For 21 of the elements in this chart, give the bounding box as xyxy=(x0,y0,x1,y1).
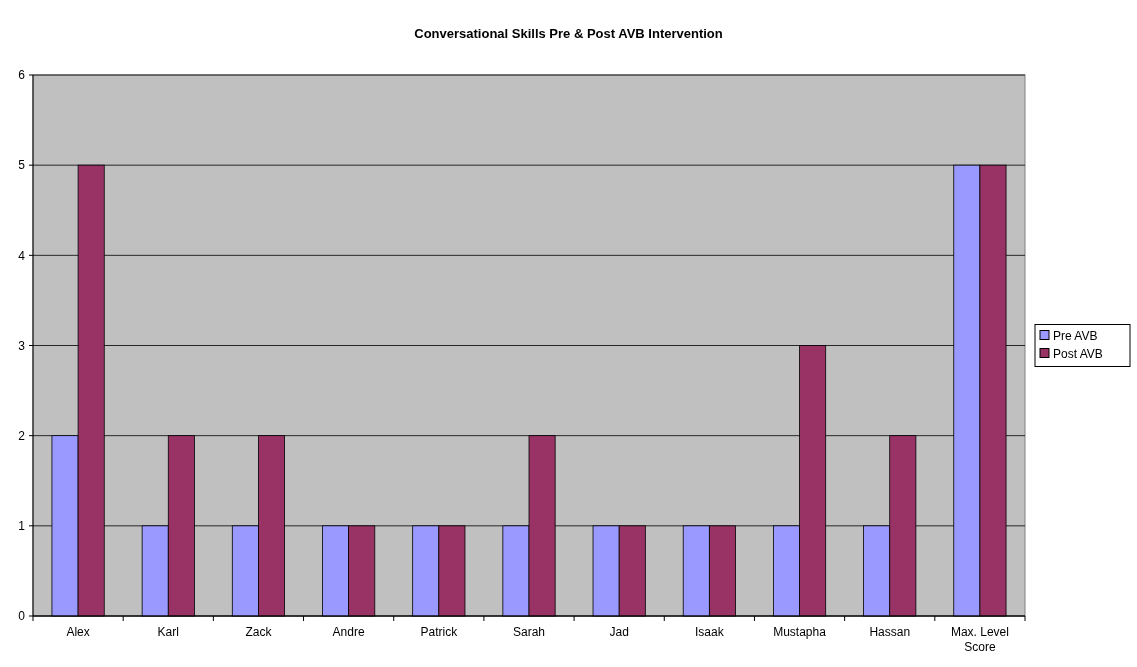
x-tick-label: Jad xyxy=(609,625,629,639)
x-tick-label: Alex xyxy=(66,625,90,639)
y-tick-label: 3 xyxy=(18,338,26,353)
y-tick-label: 0 xyxy=(18,609,26,624)
legend-label: Post AVB xyxy=(1053,346,1103,361)
y-tick-label: 1 xyxy=(18,519,26,534)
x-tick-label: Zack xyxy=(245,625,273,639)
x-tick-label: Sarah xyxy=(512,625,546,639)
y-tick-label: 4 xyxy=(18,248,26,263)
y-tick-label: 2 xyxy=(18,428,26,443)
x-tick-label: Mustapha xyxy=(773,625,827,639)
x-tick-label: Hassan xyxy=(869,625,911,639)
x-tick-label: Patrick xyxy=(420,625,459,639)
x-tick-label: Andre xyxy=(332,625,365,639)
chart-title: Conversational Skills Pre & Post AVB Intervention xyxy=(414,26,723,41)
legend-label: Pre AVB xyxy=(1053,328,1098,343)
y-tick-label: 6 xyxy=(18,68,26,83)
x-tick-label: Max. Level Score xyxy=(950,625,1009,654)
x-tick-label: Isaak xyxy=(695,625,725,639)
y-tick-label: 5 xyxy=(18,158,26,173)
x-tick-label: Karl xyxy=(157,625,179,639)
